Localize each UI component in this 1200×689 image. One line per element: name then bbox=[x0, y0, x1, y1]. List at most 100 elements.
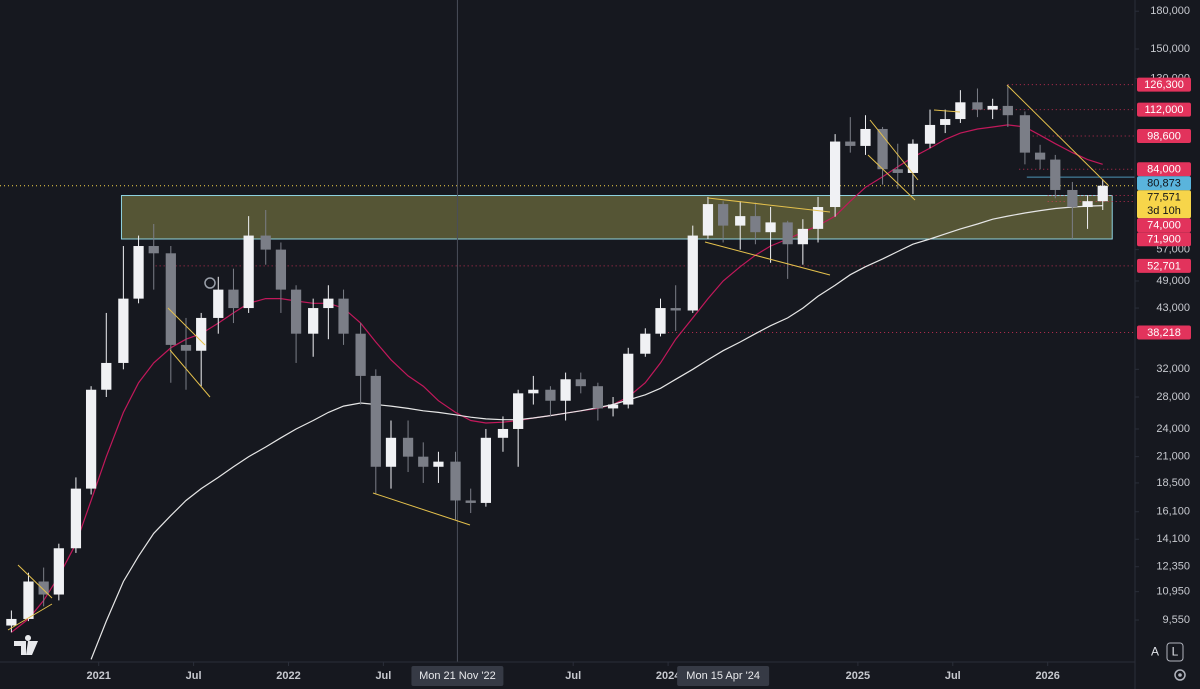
trendlines bbox=[7, 84, 1109, 631]
candle-body bbox=[148, 246, 159, 254]
x-tick-label: Jul bbox=[186, 670, 202, 682]
price-label-bg bbox=[1137, 232, 1191, 247]
candle-body bbox=[955, 102, 966, 120]
y-tick-label: 28,000 bbox=[1156, 391, 1190, 403]
candle-body bbox=[1082, 201, 1093, 208]
trendline bbox=[17, 564, 53, 599]
scale-button[interactable]: L bbox=[1172, 645, 1179, 659]
candle-body bbox=[987, 105, 998, 110]
candle-body bbox=[433, 461, 444, 467]
plot-area bbox=[0, 0, 1135, 662]
candle-body bbox=[260, 235, 271, 250]
candle-body bbox=[228, 289, 239, 309]
candle-body bbox=[450, 461, 461, 501]
candle-body bbox=[101, 362, 112, 390]
trendline bbox=[869, 119, 919, 181]
last-price-label: 77,571 bbox=[1147, 192, 1181, 204]
logo bbox=[14, 635, 38, 655]
candle-body bbox=[355, 333, 366, 376]
candle-body bbox=[465, 500, 476, 503]
crosshair-label-bg bbox=[411, 666, 504, 686]
trendline bbox=[1006, 84, 1109, 186]
marker-icon bbox=[204, 277, 216, 289]
candle-body bbox=[750, 216, 761, 233]
y-tick-label: 9,550 bbox=[1162, 614, 1190, 626]
price-label-bg bbox=[1137, 325, 1191, 340]
candle-body bbox=[275, 249, 287, 290]
axes: 180,000150,000130,00057,00049,00043,0003… bbox=[86, 5, 1191, 686]
candle-body bbox=[385, 437, 397, 467]
trendline bbox=[372, 492, 471, 526]
candle-body bbox=[528, 389, 539, 394]
candle-body bbox=[1050, 159, 1061, 190]
y-tick-label: 49,000 bbox=[1156, 275, 1190, 287]
tradingview-logo bbox=[14, 635, 38, 655]
price-label: 98,600 bbox=[1147, 130, 1181, 142]
candle-body bbox=[23, 581, 34, 619]
settings[interactable] bbox=[1174, 669, 1186, 681]
candle-body bbox=[735, 216, 746, 226]
button-frame[interactable] bbox=[1166, 642, 1184, 662]
candle-body bbox=[323, 298, 334, 309]
time-axis bbox=[0, 662, 1135, 689]
candle-body bbox=[765, 222, 776, 233]
zone bbox=[120, 195, 1113, 240]
price-label: 71,900 bbox=[1147, 234, 1181, 246]
candle-body bbox=[797, 228, 808, 245]
x-tick-label: Jul bbox=[565, 670, 581, 682]
y-tick-label: 18,500 bbox=[1156, 477, 1190, 489]
candle-body bbox=[497, 428, 509, 438]
x-tick-label: 2025 bbox=[846, 670, 870, 682]
trendline bbox=[867, 154, 916, 201]
last-price-label-bg bbox=[1137, 190, 1191, 219]
y-tick-label: 32,000 bbox=[1156, 363, 1190, 375]
x-tick-label: Jul bbox=[945, 670, 961, 682]
y-tick-label: 16,100 bbox=[1156, 506, 1190, 518]
y-tick-label: 24,000 bbox=[1156, 423, 1190, 435]
price-label: 126,300 bbox=[1144, 79, 1184, 91]
candle-body bbox=[38, 581, 49, 595]
price-label: 52,701 bbox=[1147, 260, 1181, 272]
candle-body bbox=[623, 353, 634, 405]
candle-body bbox=[972, 102, 983, 110]
settings-gear[interactable] bbox=[1174, 669, 1186, 681]
trendline bbox=[933, 109, 961, 113]
candle-body bbox=[118, 298, 129, 363]
countdown-label: 3d 10h bbox=[1147, 205, 1181, 217]
candle-body bbox=[718, 204, 729, 226]
candle-body bbox=[687, 235, 698, 311]
y-tick-label: 57,000 bbox=[1156, 244, 1190, 256]
price-label-bg bbox=[1137, 77, 1191, 92]
price-label-bg bbox=[1137, 218, 1191, 233]
y-tick-label: 12,350 bbox=[1156, 561, 1190, 573]
scale-button[interactable]: A bbox=[1151, 645, 1159, 659]
candle-body bbox=[418, 456, 429, 467]
candle-body bbox=[70, 488, 82, 549]
price-label: 80,873 bbox=[1147, 178, 1181, 190]
candle-body bbox=[560, 379, 571, 401]
candle-body bbox=[1019, 115, 1031, 153]
candle-body bbox=[1067, 189, 1078, 208]
y-tick-label: 43,000 bbox=[1156, 302, 1190, 314]
x-tick-label: 2022 bbox=[276, 670, 300, 682]
trendline bbox=[167, 307, 206, 346]
candle-body bbox=[338, 298, 349, 334]
candle-body bbox=[924, 124, 936, 144]
x-tick-label: 2021 bbox=[86, 670, 110, 682]
price-label-bg bbox=[1137, 102, 1191, 117]
x-tick-label: 2026 bbox=[1035, 670, 1059, 682]
candle-body bbox=[133, 246, 144, 299]
price-label: 38,218 bbox=[1147, 327, 1181, 339]
candle-body bbox=[782, 222, 793, 245]
x-tick-label: Jul bbox=[375, 670, 391, 682]
price-label: 112,000 bbox=[1145, 104, 1184, 116]
y-tick-label: 21,000 bbox=[1156, 451, 1190, 463]
candle-body bbox=[845, 141, 856, 146]
candle-body bbox=[592, 386, 603, 409]
candle-body bbox=[165, 253, 176, 345]
price-label-bg bbox=[1137, 258, 1191, 273]
price-label-bg bbox=[1137, 129, 1191, 144]
trendline bbox=[704, 241, 831, 276]
